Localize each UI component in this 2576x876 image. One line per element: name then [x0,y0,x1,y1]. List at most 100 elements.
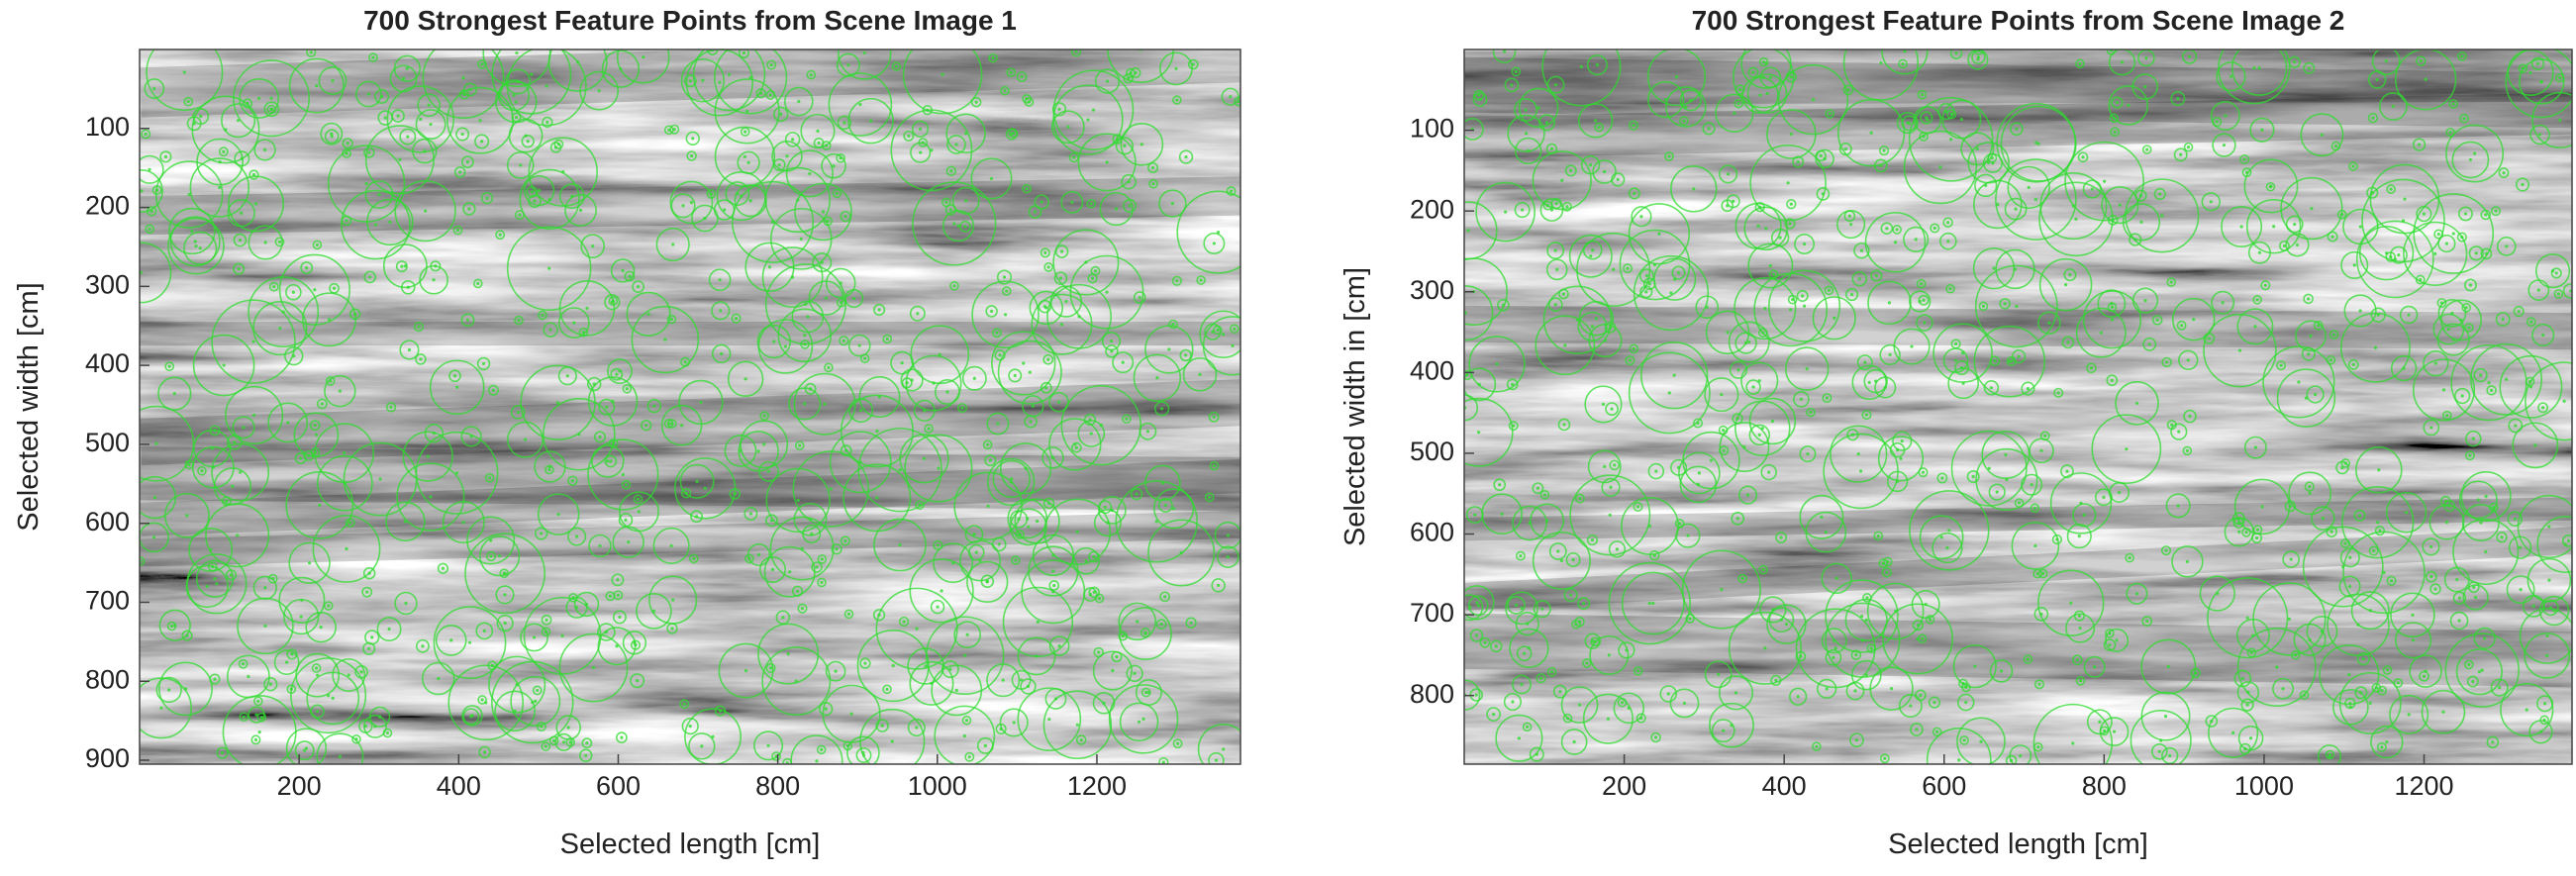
feature-point [1070,49,1082,57]
feature-point [2071,654,2083,666]
feature-center [1536,486,1540,490]
feature-point [2221,206,2263,247]
feature-center [2504,377,2509,381]
feature-point [1139,422,1157,440]
feature-point [1766,604,1807,644]
feature-center [268,682,272,686]
feature-center [2077,534,2081,538]
feature-center [1216,230,1221,235]
feature-center [1208,495,1212,499]
feature-center [1089,202,1093,206]
feature-center [1105,290,1109,294]
feature-center [1867,380,1871,384]
feature-point [2429,583,2441,595]
feature-point [1147,519,1216,587]
feature-point [2032,703,2113,764]
feature-center [1722,448,1726,452]
feature-center [2165,360,2169,364]
feature-center [796,198,800,202]
feature-center [2548,606,2553,610]
feature-point [976,736,994,754]
feature-center [1684,105,1688,109]
feature-center [1987,466,1991,470]
feature-center [2082,513,2086,517]
feature-point [1825,649,1842,666]
feature-point [2448,99,2458,109]
feature-point [2313,320,2324,331]
feature-center [700,744,704,748]
feature-point [1133,291,1146,304]
feature-point [461,705,483,727]
feature-center [2010,359,2014,363]
feature-center [670,422,674,426]
feature-point [1908,97,1994,182]
panel: 200 400 600 800 1000 120010020030040050060070… [13,5,1241,860]
feature-point [2425,570,2437,583]
feature-center [2147,342,2151,346]
feature-center [566,726,570,730]
feature-center [1957,758,1961,762]
feature-center [2117,490,2122,495]
feature-center [222,149,226,153]
feature-center [286,421,290,425]
feature-center [683,360,687,364]
feature-point [2237,725,2264,751]
feature-point [1209,460,1220,471]
feature-center [364,181,368,186]
feature-center [1001,678,1005,682]
feature-center [585,306,589,310]
feature-center [890,739,894,743]
feature-point [967,543,985,561]
feature-center [1105,160,1109,164]
feature-point [1745,379,1761,395]
feature-point [183,96,194,107]
feature-center [429,495,433,499]
feature-point [1919,132,1929,142]
feature-point [302,292,357,347]
feature-point [2231,512,2245,526]
feature-center [2187,54,2192,58]
feature-point [565,596,588,619]
feature-point [460,426,482,447]
feature-center [1674,75,1679,79]
feature-point [164,361,175,372]
feature-point [580,234,606,259]
feature-point [2341,486,2415,559]
feature-point [1118,631,1129,641]
feature-point [1505,591,1538,626]
feature-center [2168,753,2172,758]
feature-point [1950,430,2028,507]
feature-point [1203,232,1226,254]
feature-point [306,671,360,726]
feature-point [2327,231,2338,243]
feature-point [2371,683,2382,693]
feature-point [514,315,524,326]
feature-center [967,755,971,759]
feature-center [927,427,931,431]
feature-point [2468,245,2484,261]
feature-center [964,199,968,203]
feature-center [1736,368,1740,372]
feature-center [2164,548,2168,552]
feature-center [956,224,960,228]
feature-center [2237,348,2242,352]
feature-center [2128,555,2131,560]
feature-point [557,366,577,386]
feature-point [1171,275,1182,286]
feature-center [2358,309,2362,313]
feature-center [1616,177,1620,182]
feature-center [2462,117,2466,121]
feature-point [1719,422,1770,472]
feature-point [1812,741,1822,751]
feature-point [2433,229,2444,240]
feature-point [1796,289,1809,302]
feature-center [2310,206,2314,211]
feature-center [1761,75,1765,79]
feature-point [2239,742,2251,755]
feature-center [636,679,640,683]
feature-center [756,552,761,557]
feature-point [2240,698,2254,712]
feature-point [1492,49,1517,63]
feature-center [1779,535,1783,539]
feature-center [1544,121,1549,125]
